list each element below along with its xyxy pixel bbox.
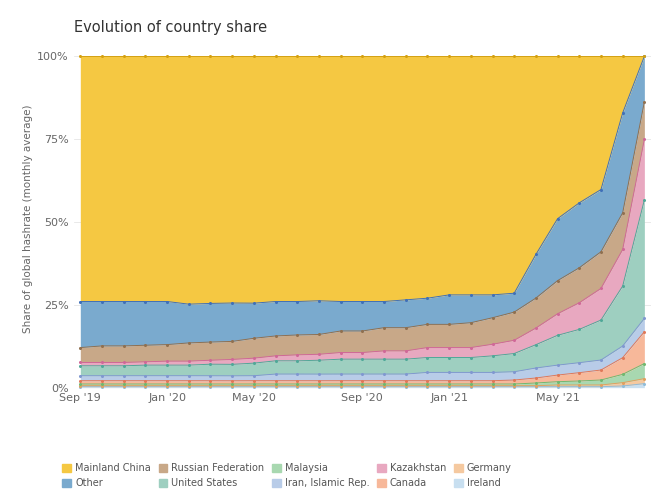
Text: Evolution of country share: Evolution of country share	[74, 20, 267, 35]
Legend: Mainland China, Other, Russian Federation, United States, Malaysia, Iran, Islami: Mainland China, Other, Russian Federatio…	[58, 460, 515, 492]
Y-axis label: Share of global hashrate (monthly average): Share of global hashrate (monthly averag…	[23, 104, 33, 333]
